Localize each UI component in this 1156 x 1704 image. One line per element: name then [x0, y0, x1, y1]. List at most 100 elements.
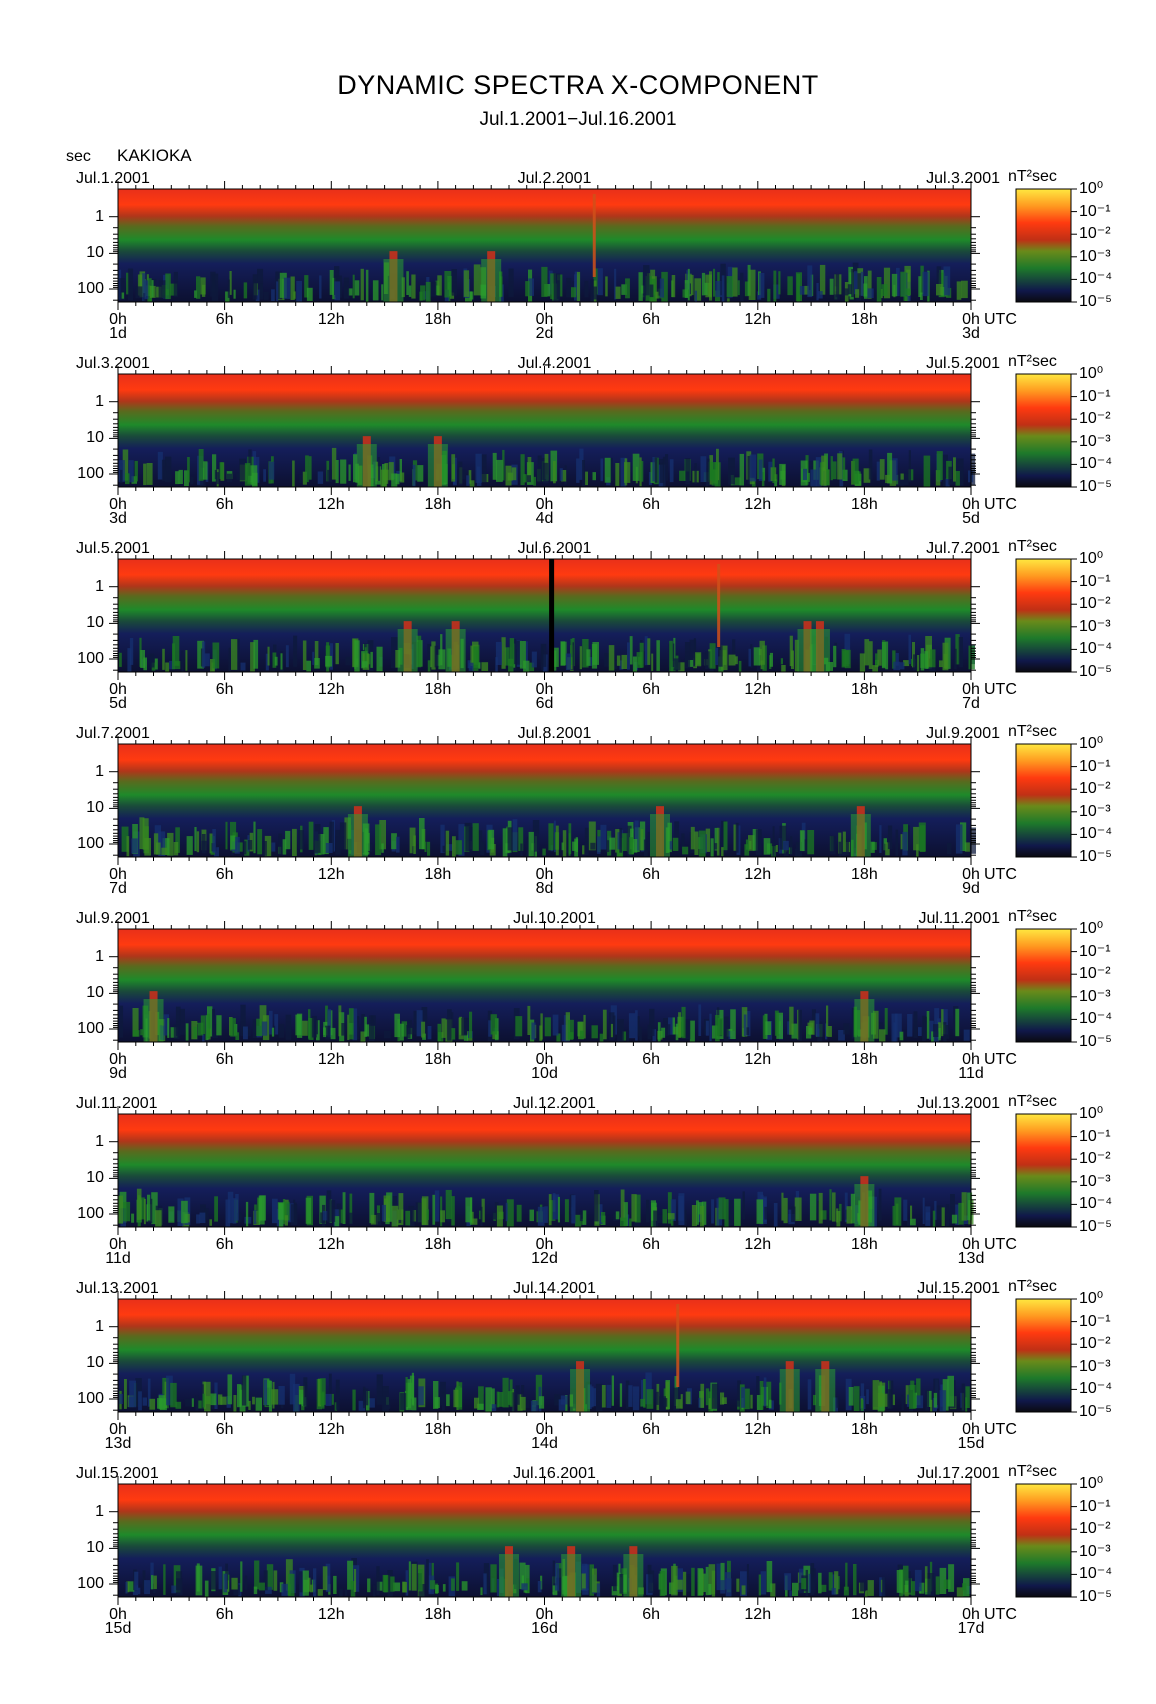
noise-cell — [274, 656, 278, 666]
noise-cell — [708, 1564, 716, 1595]
x-tick-label: 12h — [317, 1236, 345, 1253]
noise-cell — [671, 1565, 678, 1596]
noise-cell — [383, 1195, 391, 1222]
noise-cell — [202, 1034, 205, 1042]
noise-cell — [219, 462, 224, 479]
noise-cell — [584, 827, 589, 856]
day-label: 10d — [531, 1065, 558, 1082]
noise-cell — [932, 1210, 936, 1227]
noise-cell — [160, 1398, 167, 1411]
noise-cell — [629, 837, 634, 855]
x-tick-label: 18h — [851, 1236, 878, 1253]
noise-cell — [308, 456, 312, 480]
noise-cell — [766, 1381, 772, 1408]
noise-cell — [716, 827, 720, 856]
spectrogram-panel — [109, 181, 1077, 310]
noise-cell — [348, 1008, 354, 1040]
panel-date-mid: Jul.14.2001 — [513, 1280, 596, 1297]
noise-cell — [859, 653, 866, 672]
colorbar-tick-label: 10⁻¹ — [1079, 1312, 1111, 1330]
noise-cell — [595, 1383, 603, 1412]
noise-cell — [655, 1391, 659, 1405]
noise-cell — [779, 463, 786, 485]
noise-cell — [679, 470, 686, 481]
noise-cell — [335, 460, 339, 484]
noise-cell — [283, 277, 291, 299]
noise-cell — [611, 1375, 614, 1406]
noise-cell — [542, 848, 546, 856]
noise-cell — [134, 460, 138, 482]
noise-cell — [685, 1391, 691, 1405]
noise-cell — [845, 1378, 852, 1411]
noise-cell — [901, 1394, 904, 1411]
noise-cell — [783, 1197, 788, 1224]
noise-cell — [496, 1391, 500, 1408]
noise-cell — [239, 458, 246, 481]
noise-cell — [894, 1197, 902, 1226]
noise-cell — [507, 472, 513, 481]
y-tick-label: 10 — [86, 984, 104, 1002]
panel-date-right: Jul.7.2001 — [926, 540, 1000, 557]
noise-cell — [804, 285, 809, 295]
noise-cell — [335, 829, 341, 855]
noise-cell — [552, 1193, 556, 1220]
noise-cell — [659, 462, 665, 483]
noise-cell — [461, 1017, 468, 1036]
noise-cell — [406, 1025, 411, 1039]
x-tick-label: 12h — [744, 311, 772, 328]
noise-cell — [396, 836, 400, 853]
noise-cell — [490, 1564, 497, 1593]
noise-cell — [881, 1577, 886, 1597]
noise-cell — [306, 287, 313, 301]
noise-cell — [619, 660, 624, 670]
noise-cell — [308, 1018, 314, 1040]
noise-cell — [916, 655, 920, 672]
noise-cell — [292, 460, 295, 487]
noise-cell — [556, 1568, 563, 1593]
noise-cell — [155, 842, 161, 855]
spectrogram-panel — [109, 1106, 1077, 1235]
noise-cell — [174, 661, 181, 670]
noise-cell — [212, 1024, 218, 1038]
noise-cell — [651, 653, 654, 671]
colorbar-tick-label: 10⁰ — [1079, 1290, 1104, 1307]
noise-cell — [489, 1404, 497, 1411]
noise-cell — [451, 454, 456, 482]
noise-cell — [494, 1202, 499, 1220]
noise-cell — [939, 660, 943, 668]
x-ticks — [117, 1291, 972, 1420]
colorbar — [1015, 373, 1072, 488]
noise-cell — [196, 1022, 204, 1036]
noise-cell — [728, 654, 736, 666]
noise-cell — [734, 656, 738, 665]
noise-cell — [867, 288, 874, 299]
noise-cell — [318, 834, 325, 855]
panel-date-left: Jul.1.2001 — [76, 170, 150, 187]
noise-cell — [119, 278, 126, 301]
noise-cell — [913, 826, 920, 851]
noise-cell — [317, 1589, 323, 1596]
noise-cell — [299, 1389, 304, 1405]
colorbar — [1015, 743, 1072, 858]
noise-cell — [399, 1023, 404, 1041]
noise-cell — [918, 276, 922, 297]
noise-cell — [456, 1562, 460, 1591]
noise-cell — [768, 461, 773, 482]
noise-cell — [744, 1388, 750, 1410]
noise-cell — [903, 1565, 909, 1595]
noise-cell — [268, 1010, 273, 1035]
noise-cell — [590, 842, 596, 850]
noise-cell — [375, 1213, 382, 1226]
noise-cell — [789, 635, 793, 667]
noise-cell — [682, 1571, 687, 1596]
noise-cell — [560, 1395, 568, 1405]
noise-cell — [259, 1195, 266, 1221]
noise-cell — [364, 1016, 367, 1037]
noise-cell — [965, 1386, 970, 1408]
colorbar-unit: nT²sec — [1008, 538, 1057, 555]
noise-cell — [597, 836, 601, 854]
noise-cell — [278, 1023, 285, 1038]
noise-cell — [187, 457, 190, 483]
noise-cell — [212, 454, 217, 482]
x-tick-label: 18h — [424, 866, 452, 883]
